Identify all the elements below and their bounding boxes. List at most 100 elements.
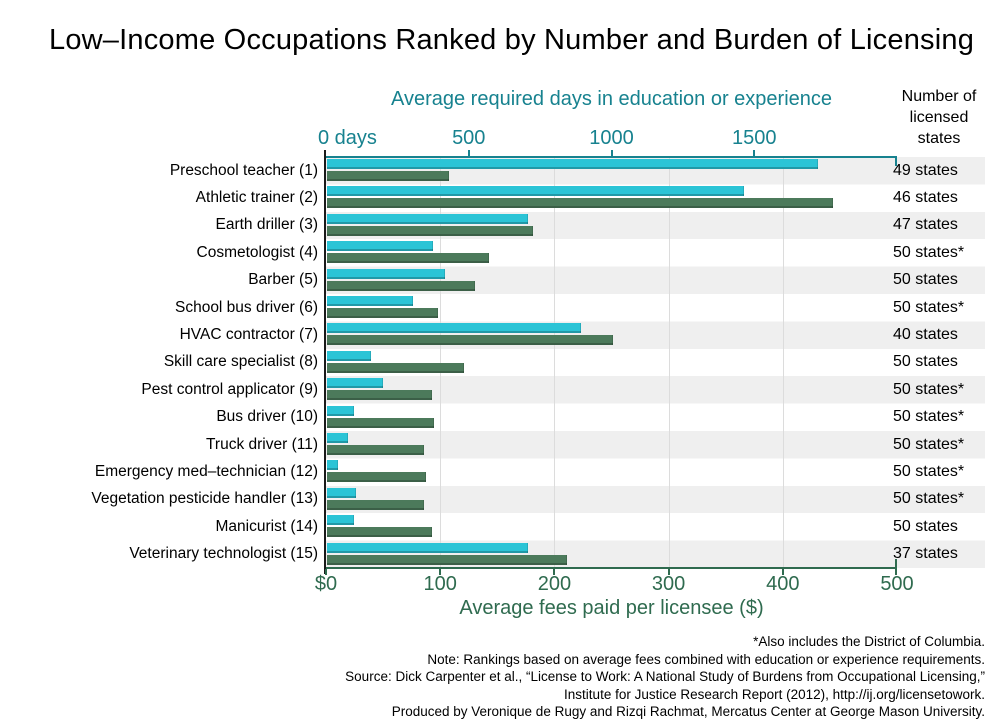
rows-layer: Preschool teacher (1) 49 states Athletic t… — [91, 157, 985, 568]
chart-row: Preschool teacher (1) 49 states — [170, 157, 985, 184]
states-label: 50 states* — [893, 463, 965, 481]
chart-row: Vegetation pesticide handler (13) 50 stat… — [91, 486, 985, 513]
row-label: Barber (5) — [248, 271, 318, 289]
top-axis-tick-mark — [753, 150, 756, 156]
chart-row: Athletic trainer (2) 46 states — [196, 184, 985, 211]
chart-row: Bus driver (10) 50 states* — [216, 404, 985, 431]
bottom-axis-tick-mark — [325, 569, 327, 575]
gridline — [554, 157, 556, 568]
states-label: 50 states* — [893, 380, 965, 398]
fees-bar — [327, 171, 450, 181]
fees-bar — [327, 225, 533, 236]
row-label: Bus driver (10) — [216, 408, 318, 426]
footnotes: *Also includes the District of Columbia.… — [345, 633, 985, 721]
chart-row: Skill care specialist (8) 50 states — [164, 349, 985, 376]
bottom-axis-tick-mark — [439, 569, 442, 575]
footnote-line: Note: Rankings based on average fees com… — [427, 651, 985, 667]
states-label: 50 states* — [893, 490, 965, 508]
top-axis-line — [326, 156, 897, 158]
chart-row: Emergency med–technician (12) 50 states* — [95, 458, 985, 485]
bottom-axis-end-tick — [895, 559, 897, 567]
fees-bar — [327, 390, 433, 401]
days-bar — [327, 487, 356, 498]
top-axis-tick-mark — [467, 150, 470, 156]
days-bar — [327, 378, 383, 389]
chart-row: Earth driller (3) 47 states — [216, 212, 985, 239]
fees-bar — [327, 253, 490, 264]
chart-row: Cosmetologist (4) 50 states* — [197, 239, 985, 266]
states-label: 50 states* — [893, 408, 965, 426]
bottom-axis-tick-label: 400 — [766, 573, 800, 595]
states-label: 49 states — [893, 161, 958, 179]
top-axis-tick-mark — [610, 150, 613, 156]
days-bar — [327, 405, 355, 416]
row-label: HVAC contractor (7) — [179, 326, 318, 344]
row-label: Preschool teacher (1) — [169, 161, 318, 179]
gridline — [668, 157, 670, 568]
days-bar — [327, 323, 582, 334]
row-label: Pest control applicator (9) — [141, 380, 318, 398]
states-label: 50 states — [893, 271, 958, 289]
states-label: 46 states — [893, 189, 958, 207]
top-axis-title: Average required days in education or ex… — [390, 88, 833, 110]
bottom-axis-tick-label: $0 — [314, 573, 338, 595]
bottom-axis-title: Average fees paid per licensee ($) — [459, 597, 764, 619]
row-label: Skill care specialist (8) — [163, 353, 318, 371]
bottom-axis-tick-label: 300 — [651, 573, 686, 595]
states-column-header: Number of licensed states — [901, 88, 977, 147]
row-stripes — [326, 157, 985, 568]
fees-bar — [327, 445, 425, 455]
days-bar — [327, 159, 819, 169]
fees-bar — [327, 499, 425, 510]
days-bar — [327, 515, 355, 526]
states-label: 50 states* — [893, 243, 965, 261]
fees-bar — [327, 554, 567, 565]
days-bar — [327, 350, 372, 361]
states-label: 50 states* — [893, 298, 965, 316]
row-label: Vegetation pesticide handler (13) — [91, 490, 318, 508]
bottom-axis-tick-label: 100 — [423, 573, 457, 595]
states-label: 47 states — [893, 216, 958, 234]
states-label: 50 states — [893, 517, 958, 535]
row-label: Veterinary technologist (15) — [129, 545, 318, 563]
fees-bar — [327, 362, 465, 373]
fees-bar — [327, 472, 427, 483]
days-bar — [327, 186, 744, 197]
y-axis-line — [324, 150, 326, 574]
bottom-axis-tick-mark — [553, 569, 556, 575]
chart-row: Pest control applicator (9) 50 states* — [141, 376, 985, 403]
days-bar — [327, 460, 339, 471]
chart-row: HVAC contractor (7) 40 states — [180, 321, 985, 348]
footnote-line: Institute for Justice Research Report (2… — [564, 686, 985, 702]
fees-bar — [327, 335, 613, 346]
fees-bar — [327, 198, 833, 209]
footnote-line: Produced by Veronique de Rugy and Rizqi … — [391, 704, 985, 719]
chart-title: Low–Income Occupations Ranked by Number … — [49, 24, 975, 56]
bottom-axis-line — [326, 567, 897, 569]
top-axis-tick-label: 1000 — [589, 127, 634, 149]
days-bar — [327, 542, 529, 553]
row-label: Truck driver (11) — [206, 435, 318, 453]
days-bar — [327, 433, 349, 443]
bottom-axis-tick-mark — [895, 569, 897, 575]
states-label: 40 states — [893, 326, 958, 344]
days-bar — [327, 268, 446, 279]
row-label: Emergency med–technician (12) — [94, 463, 318, 481]
gridline — [782, 157, 784, 568]
days-bar — [327, 241, 434, 252]
chart-row: Truck driver (11) 50 states* — [206, 431, 985, 458]
footnote-line: *Also includes the District of Columbia. — [753, 634, 985, 649]
bottom-axis-tick-mark — [667, 569, 670, 575]
row-label: School bus driver (6) — [174, 298, 318, 316]
states-label: 37 states — [893, 545, 958, 563]
fees-bar — [327, 280, 476, 291]
fees-bar — [327, 308, 438, 318]
top-axis-tick-label: 0 days — [318, 127, 377, 149]
chart-row: Veterinary technologist (15) 37 states — [129, 541, 985, 568]
row-label: Cosmetologist (4) — [196, 243, 318, 261]
footnote-line: Source: Dick Carpenter et al., “License … — [345, 669, 985, 684]
fees-bar — [327, 527, 433, 538]
bottom-axis-tick-mark — [781, 569, 784, 575]
states-label: 50 states — [893, 353, 958, 371]
